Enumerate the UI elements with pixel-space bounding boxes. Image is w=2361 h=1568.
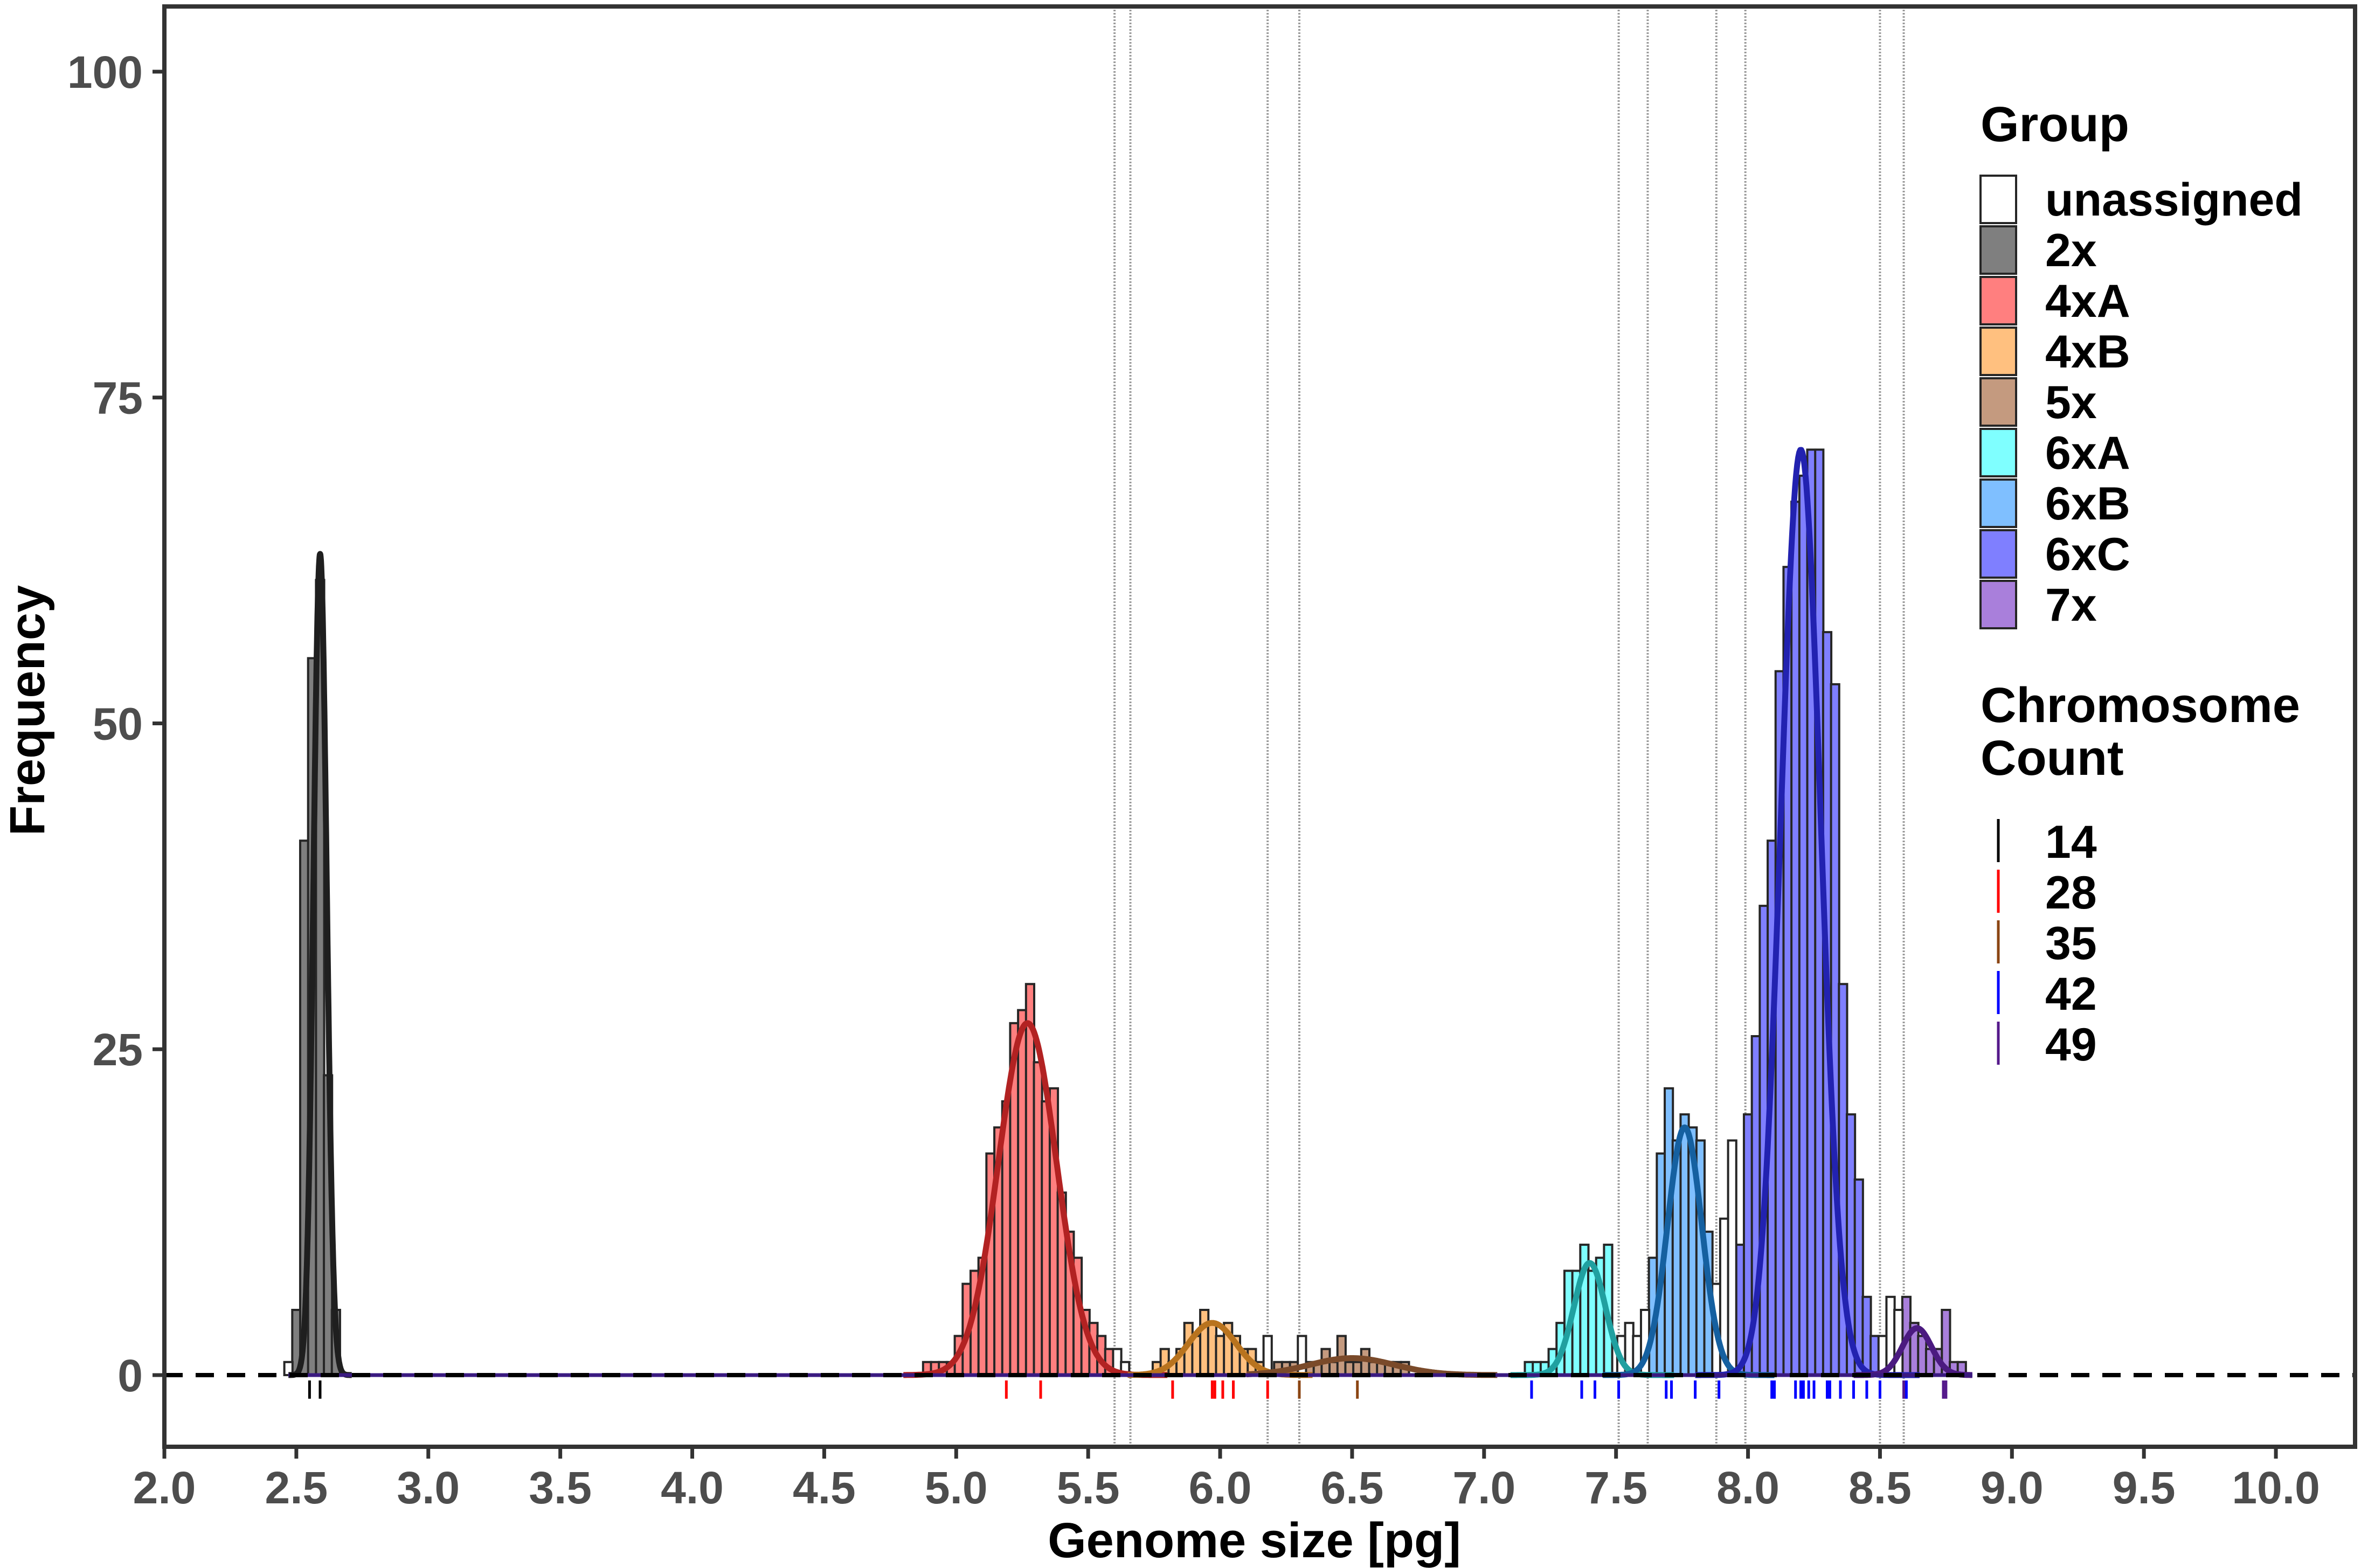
group-legend-key (1979, 478, 2017, 528)
group-legend-key (1979, 276, 2017, 325)
x-tick-label: 5.5 (1057, 1462, 1120, 1513)
x-tick-label: 6.5 (1321, 1462, 1384, 1513)
x-tick-label: 9.5 (2113, 1462, 2176, 1513)
group-legend-label: unassigned (2045, 174, 2303, 226)
x-tick-label: 7.5 (1584, 1462, 1647, 1513)
x-tick-label: 8.0 (1716, 1462, 1780, 1513)
y-tick-label: 25 (93, 1024, 143, 1075)
count-legend-label: 42 (2045, 968, 2097, 1020)
y-axis-title: Frequency (0, 585, 55, 836)
group-legend-label: 6xB (2045, 478, 2130, 530)
group-legend-key (1979, 175, 2017, 224)
panel-border (162, 4, 2357, 1449)
x-tick-label: 9.0 (1981, 1462, 2044, 1513)
count-legend-label: 35 (2045, 918, 2097, 969)
group-legend-key (1979, 225, 2017, 275)
group-legend-key (1979, 529, 2017, 579)
group-legend-label: 6xC (2045, 529, 2130, 580)
group-legend-key (1979, 377, 2017, 427)
count-legend-label: 49 (2045, 1019, 2097, 1071)
x-tick-label: 7.0 (1452, 1462, 1515, 1513)
x-tick-label: 8.5 (1848, 1462, 1912, 1513)
group-legend-key (1979, 428, 2017, 477)
count-legend-label: 14 (2045, 816, 2097, 868)
x-tick-label: 3.5 (529, 1462, 592, 1513)
x-tick-label: 3.0 (397, 1462, 460, 1513)
y-tick-label: 75 (93, 373, 143, 424)
x-tick-label: 4.5 (793, 1462, 856, 1513)
density-curve (286, 551, 355, 1378)
group-legend-label: 5x (2045, 377, 2097, 428)
x-axis-title: Genome size [pg] (1048, 1513, 1461, 1568)
x-tick-label: 10.0 (2232, 1462, 2320, 1513)
group-legend-title: Group (1981, 97, 2129, 152)
histogram-bar (1727, 1139, 1737, 1376)
histogram-bar (283, 1361, 294, 1376)
group-legend-key (1979, 580, 2017, 629)
y-tick-label: 50 (93, 698, 143, 749)
group-legend-key (1979, 327, 2017, 376)
group-legend-label: 6xA (2045, 427, 2130, 479)
group-legend-label: 7x (2045, 579, 2097, 631)
group-legend-label: 4xA (2045, 275, 2130, 327)
x-tick-label: 2.0 (133, 1462, 196, 1513)
x-tick-label: 5.0 (925, 1462, 988, 1513)
x-tick-label: 2.5 (265, 1462, 328, 1513)
plot-marks (164, 6, 2355, 1447)
axes: 2.0 2.5 3.0 3.5 4.0 4.5 5.0 5.5 6.0 6.5 7.0 7.5 8.0 8… (0, 4, 2357, 1568)
group-legend-label: 4xB (2045, 326, 2130, 378)
count-legend-title: Chromosome (1981, 678, 2300, 733)
count-legend-title: Count (1981, 731, 2124, 786)
y-tick-label: 0 (117, 1350, 143, 1401)
x-tick-label: 4.0 (661, 1462, 724, 1513)
y-tick-label: 100 (67, 47, 143, 98)
group-legend-label: 2x (2045, 225, 2097, 276)
x-tick-label: 6.0 (1189, 1462, 1252, 1513)
count-legend-label: 28 (2045, 867, 2097, 919)
